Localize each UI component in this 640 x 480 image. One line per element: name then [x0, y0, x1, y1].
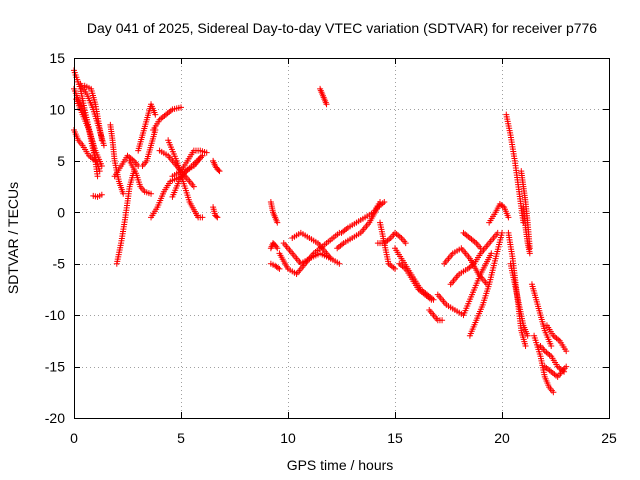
data-point: [216, 168, 223, 175]
data-point: [92, 157, 99, 164]
series-arc-ao: [486, 201, 512, 226]
data-point: [499, 203, 506, 210]
series-arc-i: [113, 168, 137, 267]
series-arc-am: [460, 229, 484, 252]
y-tick-label: -20: [45, 410, 65, 426]
series-arc-an: [466, 229, 505, 339]
series-arc-aa: [289, 229, 343, 267]
data-point: [392, 265, 398, 272]
y-tick-label: 10: [49, 101, 65, 117]
series-arc-v: [267, 240, 281, 252]
data-point: [499, 229, 505, 236]
series-arc-n: [148, 152, 206, 221]
data-point: [428, 296, 435, 303]
x-tick-label: 20: [494, 430, 510, 446]
data-point: [148, 190, 155, 197]
series-arc-s: [169, 147, 210, 180]
series-arc-u: [210, 157, 223, 175]
y-axis-label: SDTVAR / TECUs: [5, 182, 21, 294]
y-tick-label: -5: [53, 256, 66, 272]
data-point: [275, 264, 282, 271]
data-point: [100, 142, 107, 149]
series-arc-ab: [317, 85, 330, 108]
data-point: [563, 363, 570, 370]
series-arc-al: [447, 229, 501, 288]
data-point: [98, 191, 105, 198]
data-point: [203, 149, 210, 156]
series-arc-ar: [507, 260, 531, 339]
y-tick-label: -10: [45, 307, 65, 323]
data-point: [215, 167, 222, 174]
data-point: [439, 317, 446, 324]
data-point: [178, 104, 184, 111]
data-point: [505, 214, 512, 221]
chart-title: Day 041 of 2025, Sidereal Day-to-day VTE…: [87, 20, 597, 36]
series-arc-c: [73, 96, 105, 169]
series-arc-ag: [392, 245, 437, 303]
data-point: [98, 137, 105, 144]
x-tick-label: 0: [70, 430, 78, 446]
data-point: [199, 214, 206, 221]
data-point: [190, 183, 197, 190]
data-point: [550, 389, 557, 396]
data-point: [524, 332, 531, 339]
series-arc-l: [135, 101, 159, 154]
data-point: [323, 101, 330, 108]
series-arc-ai: [426, 307, 446, 324]
series-arc-m: [139, 127, 159, 169]
data-point: [488, 250, 495, 257]
y-tick-label: -15: [45, 359, 65, 375]
data-point: [526, 250, 533, 257]
data-point: [336, 260, 343, 267]
series-arc-ad: [334, 199, 388, 252]
series-arc-o: [150, 104, 184, 133]
series-arc-j: [111, 152, 142, 180]
x-tick-label: 5: [177, 430, 185, 446]
data-point: [274, 245, 281, 252]
data-point: [213, 213, 220, 220]
y-tick-label: 15: [49, 50, 65, 66]
series-arc-k: [126, 157, 155, 197]
axis-ticks: 0 5 10 15 20 25 -20 -15 -10 -5 0 5 10 15: [45, 50, 617, 446]
data-point: [402, 240, 409, 247]
series-arc-ae: [374, 229, 409, 247]
data-point: [152, 111, 159, 118]
x-axis-label: GPS time / hours: [287, 457, 394, 473]
data-point: [276, 265, 283, 272]
data-point: [381, 199, 388, 205]
x-tick-label: 25: [601, 430, 617, 446]
series-arc-ax: [541, 363, 570, 380]
series-arc-at: [520, 204, 533, 257]
series-arc-av: [531, 332, 557, 396]
data-point: [274, 219, 281, 226]
series-arc-au: [528, 281, 555, 349]
series-arc-ap: [503, 111, 527, 226]
series-arc-w: [267, 199, 281, 226]
series-arc-t: [210, 204, 221, 221]
series-arc-r: [169, 152, 206, 200]
data-point: [522, 343, 529, 349]
data-points: [71, 67, 570, 396]
data-point: [120, 190, 127, 197]
y-tick-label: 0: [57, 204, 65, 220]
series-arc-x: [267, 260, 283, 272]
x-tick-label: 10: [280, 430, 296, 446]
series-arc-ah: [396, 260, 435, 303]
series-arc-q: [165, 137, 206, 221]
series-arc-af: [377, 219, 398, 272]
data-point: [214, 214, 221, 221]
data-point: [98, 163, 105, 169]
series-arc-z: [280, 240, 334, 267]
data-point: [477, 245, 484, 252]
x-tick-label: 15: [387, 430, 403, 446]
y-tick-label: 5: [57, 153, 65, 169]
series-arc-ay: [543, 322, 570, 355]
data-point: [563, 348, 570, 355]
data-point: [548, 343, 555, 349]
series-arc-g: [90, 191, 105, 200]
data-point: [94, 173, 101, 180]
plot-frame: [74, 58, 610, 419]
series-arc-e: [81, 82, 105, 144]
